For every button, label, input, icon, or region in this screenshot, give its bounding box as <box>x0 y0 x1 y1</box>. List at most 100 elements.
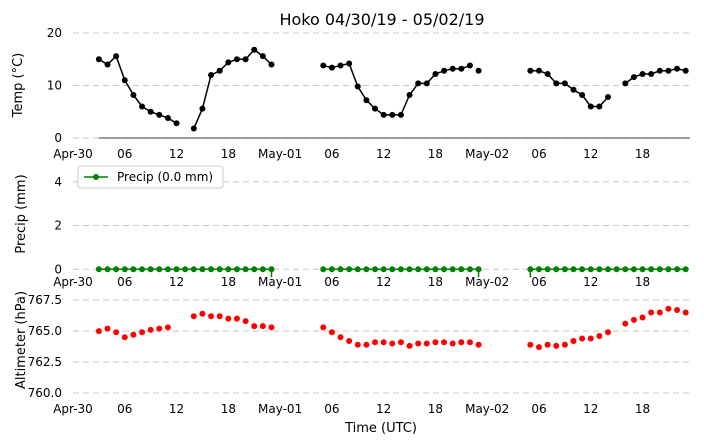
data-point <box>665 67 672 74</box>
data-point <box>320 266 327 273</box>
data-point <box>208 313 215 320</box>
data-point <box>630 266 637 273</box>
data-point <box>570 337 577 344</box>
x-tick-label: Apr-30 <box>53 402 93 416</box>
data-point <box>432 339 439 346</box>
data-point <box>121 334 128 341</box>
data-point <box>190 125 197 132</box>
precipitation-panel: 0 2 4 Apr-30 06 12 18 May-01 06 12 18 May-02 06 12 18 P… <box>53 165 690 289</box>
data-point <box>268 61 275 68</box>
data-point <box>527 67 534 74</box>
data-point <box>337 266 344 273</box>
data-point <box>682 67 689 74</box>
data-point <box>553 342 560 349</box>
x-tick-label: 12 <box>169 147 184 161</box>
y-tick-label: 767.5 <box>28 293 62 307</box>
data-point <box>579 266 586 273</box>
data-point <box>544 341 551 348</box>
data-point <box>346 60 353 67</box>
legend-box <box>77 165 224 189</box>
data-point <box>190 313 197 320</box>
data-point <box>389 266 396 273</box>
data-point <box>242 318 249 325</box>
x-tick-label: May-02 <box>465 147 509 161</box>
data-point <box>173 266 180 273</box>
x-tick-label: 12 <box>169 402 184 416</box>
data-point <box>535 67 542 74</box>
data-point <box>423 340 430 347</box>
data-point <box>596 103 603 110</box>
data-point <box>665 266 672 273</box>
data-point <box>337 62 344 69</box>
x-tick-label: 06 <box>324 147 339 161</box>
temp-axis-label: Temp (°C) <box>11 53 26 119</box>
data-point <box>208 72 215 78</box>
data-point <box>648 309 655 316</box>
data-point <box>139 103 146 110</box>
data-point <box>372 266 379 273</box>
data-point <box>674 266 681 273</box>
data-point <box>656 67 663 74</box>
data-point <box>587 103 594 110</box>
data-point <box>466 266 473 273</box>
data-point <box>190 266 197 273</box>
data-point <box>121 266 128 273</box>
data-point <box>441 266 448 273</box>
data-point <box>147 266 154 273</box>
data-point <box>346 266 353 273</box>
x-tick-label: Apr-30 <box>53 147 93 161</box>
data-point <box>95 56 102 63</box>
data-point <box>406 266 413 273</box>
data-point <box>130 331 137 338</box>
y-tick-label: 20 <box>47 26 62 40</box>
x-tick-label: May-01 <box>258 147 302 161</box>
data-point <box>372 339 379 346</box>
data-point <box>570 266 577 273</box>
x-tick-label: 18 <box>635 147 650 161</box>
data-point <box>346 337 353 344</box>
data-point <box>95 328 102 335</box>
legend: Precip (0.0 mm) <box>77 165 224 189</box>
altimeter-panel: 760.0 762.5 765.0 767.5 Apr-30 06 12 18 May-01 06… <box>28 293 690 416</box>
data-point <box>639 70 646 77</box>
data-point <box>587 266 594 273</box>
x-tick-label: May-02 <box>465 402 509 416</box>
data-point <box>328 266 335 273</box>
data-point <box>233 266 240 273</box>
data-point <box>415 80 422 87</box>
data-point <box>121 77 128 84</box>
data-point <box>259 53 266 60</box>
data-point <box>225 266 232 273</box>
data-point <box>639 266 646 273</box>
data-point <box>423 80 430 87</box>
data-point <box>674 307 681 314</box>
x-tick-label: 18 <box>221 275 236 289</box>
data-point <box>156 325 163 332</box>
data-point <box>233 56 240 63</box>
data-point <box>216 266 223 273</box>
data-point <box>363 266 370 273</box>
data-point <box>630 74 637 81</box>
data-point <box>242 56 249 63</box>
data-point <box>104 266 111 273</box>
data-point <box>156 266 163 273</box>
data-point <box>104 61 111 68</box>
series-line <box>530 70 609 108</box>
x-tick-label: 06 <box>324 402 339 416</box>
data-point <box>432 70 439 77</box>
data-point <box>656 266 663 273</box>
x-tick-label: Apr-30 <box>53 275 93 289</box>
data-point <box>630 316 637 323</box>
data-point <box>570 86 577 93</box>
x-tick-label: 18 <box>221 402 236 416</box>
data-point <box>535 344 542 351</box>
data-point <box>380 266 387 273</box>
y-tick-label: 2 <box>54 219 62 233</box>
data-point <box>553 266 560 273</box>
data-point <box>242 266 249 273</box>
data-point <box>208 266 215 273</box>
data-point <box>475 266 482 273</box>
data-point <box>561 266 568 273</box>
data-point <box>535 266 542 273</box>
x-tick-label: 12 <box>169 275 184 289</box>
